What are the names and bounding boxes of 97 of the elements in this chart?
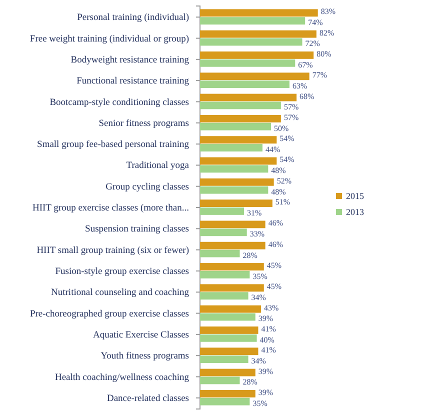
legend-label: 2015 [346, 191, 364, 201]
data-label: 57% [284, 112, 299, 122]
y-tick-label: Fusion-style group exercise classes [55, 267, 190, 278]
data-label: 41% [261, 324, 276, 334]
data-label: 35% [252, 398, 268, 408]
data-label: 67% [298, 60, 314, 70]
data-label: 48% [271, 166, 286, 176]
data-label: 40% [260, 335, 275, 344]
bar [200, 80, 290, 88]
bar [200, 390, 256, 398]
data-label: 46% [268, 218, 284, 228]
bar [200, 157, 277, 165]
bar [200, 313, 256, 321]
data-label: 44% [265, 145, 280, 154]
data-label: 33% [250, 230, 265, 239]
data-label: 28% [242, 250, 258, 260]
data-label: 34% [251, 293, 266, 302]
y-tick-label: Free weight training (individual or group) [30, 34, 189, 44]
bar [200, 326, 258, 334]
data-label: 48% [271, 187, 286, 196]
bar [200, 284, 264, 292]
bar [200, 17, 306, 25]
bar [200, 102, 281, 110]
y-tick-label: Small group fee-based personal training [37, 140, 190, 150]
y-tick-label: Traditional yoga [126, 161, 190, 172]
legend-label: 2013 [346, 207, 364, 217]
data-label: 31% [247, 208, 262, 218]
bar [200, 122, 271, 130]
bar [200, 334, 257, 342]
bar [200, 348, 258, 356]
bar [200, 292, 248, 300]
data-label: 83% [320, 7, 336, 16]
data-label: 57% [284, 102, 299, 112]
bar [200, 356, 248, 364]
bar [200, 270, 250, 278]
bar [200, 368, 256, 376]
data-label: 39% [258, 366, 274, 376]
data-label: 74% [308, 18, 324, 28]
y-tick-label: Nutritional counseling and coaching [51, 288, 190, 298]
data-label: 28% [242, 378, 258, 387]
data-label: 39% [258, 314, 274, 324]
bar [200, 30, 316, 38]
y-tick-label: Aquatic Exercise Classes [92, 330, 190, 340]
y-tick-label: Health coaching/wellness coaching [54, 372, 190, 383]
bar [200, 51, 314, 59]
data-label: 43% [264, 303, 280, 312]
data-label: 54% [280, 134, 295, 144]
bar [200, 72, 310, 80]
bar [200, 220, 266, 228]
bar [200, 228, 247, 236]
data-label: 51% [275, 198, 290, 207]
bar [200, 9, 318, 17]
data-label: 46% [268, 240, 284, 249]
data-label: 54% [280, 155, 295, 164]
bar [200, 114, 281, 122]
data-label: 39% [258, 388, 274, 397]
y-tick-label: Bootcamp-style conditioning classes [50, 98, 190, 108]
data-label: 68% [300, 92, 315, 101]
data-label: 52% [276, 176, 292, 186]
bar [200, 305, 262, 313]
data-label: 77% [312, 70, 328, 80]
data-label: 82% [319, 28, 334, 38]
bar [200, 376, 240, 384]
data-label: 41% [261, 346, 276, 355]
data-label: 45% [266, 261, 282, 270]
y-tick-label: HIIT group exercise classes (more than... [32, 204, 189, 214]
y-tick-label: Youth fitness programs [100, 352, 190, 362]
y-tick-label: Functional resistance training [76, 76, 190, 87]
data-label: 34% [251, 356, 266, 366]
y-tick-label: Senior fitness programs [98, 118, 190, 129]
data-label: 63% [292, 82, 308, 91]
bar [200, 144, 262, 152]
y-tick-label: HIIT small group training (six or fewer) [36, 246, 189, 256]
bar [200, 59, 296, 67]
data-label: 35% [252, 272, 268, 281]
data-label: 72% [305, 39, 320, 48]
data-label: 45% [266, 282, 282, 292]
bar [200, 398, 250, 406]
data-label: 50% [274, 124, 289, 133]
y-tick-label: Personal training (individual) [77, 13, 189, 24]
bar [200, 38, 302, 46]
y-tick-label: Bodyweight resistance training [70, 55, 190, 66]
y-tick-label: Dance-related classes [106, 394, 190, 404]
bar [200, 136, 277, 144]
y-tick-label: Suspension training classes [85, 224, 190, 235]
y-tick-label: Pre-choreographed group exercise classes [30, 309, 190, 320]
bar [200, 165, 268, 173]
data-label: 80% [316, 49, 332, 58]
bar [200, 94, 297, 102]
bar [200, 178, 274, 186]
bar [200, 250, 240, 258]
bar [200, 263, 264, 270]
bar [200, 242, 266, 250]
bar [200, 208, 244, 215]
y-tick-label: Group cycling classes [106, 182, 190, 192]
bar [200, 200, 272, 207]
bar [200, 186, 268, 194]
